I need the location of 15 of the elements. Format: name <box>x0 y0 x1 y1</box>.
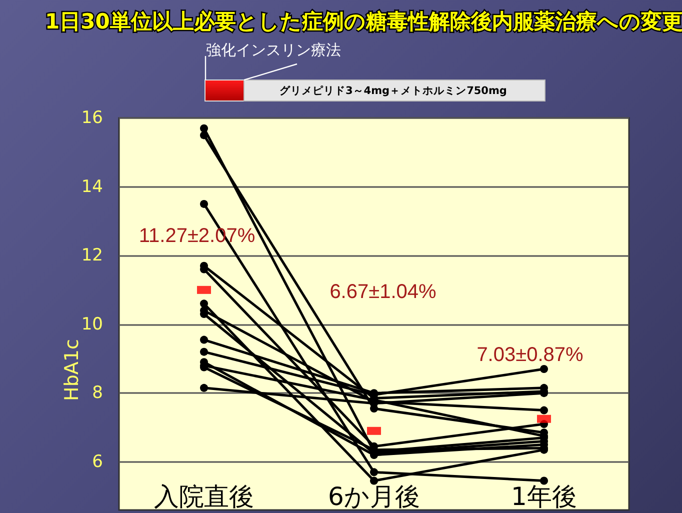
y-tick-label: 16 <box>81 108 103 128</box>
text: グリメピリド3～4mg＋メトホルミン750mg <box>280 84 507 98</box>
text: 強化インスリン療法 <box>206 41 341 60</box>
y-tick-label: 10 <box>81 314 103 334</box>
x-tick-label: 1年後 <box>511 482 577 511</box>
x-tick-label: 入院直後 <box>154 482 254 511</box>
y-tick-label: 12 <box>81 246 103 266</box>
y-tick-label: 14 <box>81 176 103 197</box>
y-axis-title: HbA1c <box>61 339 83 401</box>
y-tick-label: 6 <box>92 452 103 472</box>
chart-title: 1日30単位以上必要とした症例の糖毒性解除後内服薬治療への変更 <box>45 10 682 34</box>
annotation: 7.03±0.87% <box>476 344 584 366</box>
x-tick-label: 6か月後 <box>328 482 420 511</box>
annotation: 6.67±1.04% <box>330 281 437 303</box>
y-tick-label: 8 <box>92 383 103 404</box>
